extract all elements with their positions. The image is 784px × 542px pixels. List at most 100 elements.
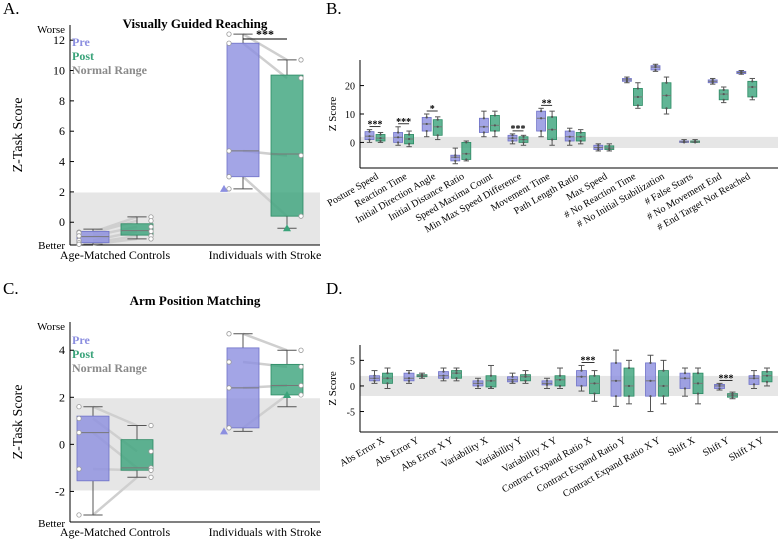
- box-pre: [76, 404, 110, 518]
- data-point: [751, 80, 754, 83]
- data-point: [298, 57, 304, 63]
- box-pre: [541, 377, 553, 389]
- data-point: [298, 364, 304, 370]
- data-point: [654, 64, 657, 67]
- outlier-marker: [220, 427, 228, 435]
- data-point: [465, 152, 468, 155]
- data-point: [522, 135, 525, 138]
- box-post: [404, 130, 415, 148]
- data-point: [226, 385, 232, 391]
- data-point: [226, 174, 232, 180]
- outlier-marker: [220, 184, 228, 192]
- data-point: [436, 118, 439, 121]
- box-post: [489, 110, 500, 138]
- y-tick-label: 6: [59, 124, 65, 138]
- data-point: [397, 141, 400, 144]
- data-point: [649, 361, 652, 365]
- data-point: [76, 415, 82, 422]
- data-point: [540, 117, 543, 120]
- data-point: [694, 139, 697, 143]
- box-post: [547, 110, 557, 146]
- y-axis-label: Z-Task Score: [11, 385, 26, 460]
- box-pre: [220, 331, 260, 435]
- y-tick-label: 2: [59, 185, 65, 199]
- box-post: [623, 359, 635, 405]
- data-point: [379, 133, 382, 136]
- box: [461, 142, 472, 160]
- data-point: [482, 117, 485, 120]
- significance-label: ***: [719, 373, 734, 384]
- data-point: [489, 374, 493, 377]
- data-point: [597, 144, 600, 147]
- data-point: [731, 394, 734, 397]
- box: [645, 362, 656, 397]
- y-tick-label: 0: [59, 437, 65, 451]
- box-pre: [610, 349, 622, 407]
- data-point: [455, 372, 458, 375]
- data-point: [696, 372, 700, 375]
- box-post: [520, 370, 531, 384]
- data-point: [373, 379, 376, 382]
- box-post: [761, 367, 773, 387]
- data-point: [455, 369, 458, 372]
- y-tick-label: 0: [350, 382, 355, 393]
- legend-entry: Post: [72, 347, 94, 361]
- worse-label: Worse: [37, 321, 65, 333]
- subject-link: [92, 476, 138, 516]
- box: [270, 363, 304, 396]
- data-point: [386, 372, 389, 375]
- box-pre: [714, 382, 725, 391]
- significance-label: ***: [256, 27, 274, 41]
- data-point: [397, 131, 400, 134]
- legend-entry: Normal Range: [72, 63, 148, 77]
- outlier-marker: [283, 224, 291, 232]
- data-point: [662, 384, 665, 388]
- data-point: [545, 383, 549, 387]
- box-pre: [472, 377, 484, 389]
- box: [610, 362, 622, 397]
- box: [576, 370, 587, 387]
- box-pre: [478, 110, 489, 138]
- data-point: [580, 369, 583, 372]
- panel-label: C.: [3, 279, 19, 298]
- data-point: [636, 104, 640, 107]
- data-point: [465, 158, 468, 161]
- data-point: [442, 370, 445, 373]
- data-point: [226, 40, 232, 46]
- box-post: [461, 140, 472, 162]
- y-tick-label: 4: [59, 155, 65, 169]
- subject-link: [242, 33, 288, 61]
- panel-title: Visually Guided Reaching: [123, 16, 268, 31]
- box-post: [718, 86, 729, 104]
- data-point: [407, 379, 411, 382]
- data-point: [379, 139, 382, 143]
- box: [120, 223, 154, 236]
- data-point: [711, 78, 714, 81]
- outlier-marker: [283, 390, 291, 398]
- data-point: [454, 159, 457, 162]
- legend-entry: Normal Range: [72, 361, 148, 375]
- box-pre: [421, 113, 432, 138]
- data-point: [148, 467, 154, 473]
- box: [623, 367, 635, 397]
- y-tick-label: -5: [347, 408, 355, 419]
- data-point: [752, 374, 756, 377]
- data-point: [597, 148, 600, 151]
- y-tick-label: 10: [345, 110, 355, 121]
- data-point: [524, 375, 527, 378]
- data-point: [558, 374, 562, 377]
- data-point: [614, 395, 618, 398]
- data-point: [568, 135, 571, 138]
- box: [536, 110, 546, 132]
- data-point: [522, 138, 525, 141]
- box-pre: [564, 127, 575, 146]
- data-point: [522, 141, 525, 144]
- y-tick-label: 8: [59, 94, 65, 108]
- data-point: [511, 139, 514, 143]
- box-pre: [622, 76, 632, 84]
- data-point: [425, 129, 428, 133]
- box: [120, 439, 154, 471]
- data-point: [148, 474, 154, 480]
- box-pre: [707, 77, 718, 85]
